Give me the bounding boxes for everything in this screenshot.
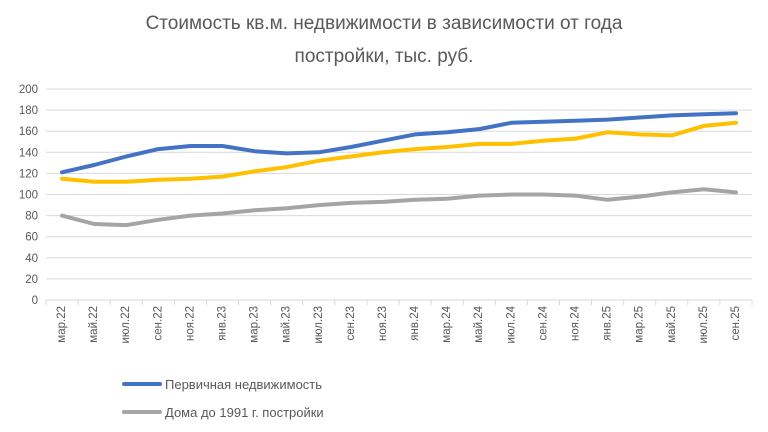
series-line-1 <box>60 120 738 184</box>
y-axis-tick-label: 200 <box>19 84 38 96</box>
x-axis-tick-label: июл.22 <box>120 306 132 344</box>
y-axis-tick-label: 120 <box>19 168 38 180</box>
chart-title-line2: постройки, тыс. руб. <box>294 46 474 67</box>
legend-item: Дома до 1991 г. постройки <box>122 398 324 426</box>
y-axis-tick-label: 0 <box>32 295 38 307</box>
x-axis-tick-label: июл.25 <box>698 306 710 344</box>
chart-title: Стоимость кв.м. недвижимости в зависимос… <box>0 7 768 73</box>
y-axis-tick-label: 80 <box>25 211 38 223</box>
x-axis-tick-label: янв.23 <box>217 306 229 341</box>
y-axis-tick-label: 140 <box>19 147 38 159</box>
legend: Первичная недвижимость Дома до 1991 г. п… <box>122 370 324 426</box>
x-axis-tick-label: сен.22 <box>152 306 164 340</box>
y-axis-tick-label: 60 <box>25 232 38 244</box>
legend-item-label: Дома до 1991 г. постройки <box>165 404 324 420</box>
legend-item-label: Первичная недвижимость <box>165 376 323 392</box>
x-axis-tick-label: мар.23 <box>249 306 261 343</box>
x-axis-tick-label: июл.24 <box>505 305 517 343</box>
series-line-0 <box>60 111 738 175</box>
x-axis-tick-label: май.22 <box>88 306 100 343</box>
legend-line-swatch <box>122 382 162 386</box>
y-axis-tick-label: 100 <box>19 190 38 202</box>
x-axis-tick-label: май.24 <box>473 305 485 342</box>
y-axis-tick-label: 180 <box>19 105 38 117</box>
y-axis-tick-label: 40 <box>25 253 38 265</box>
x-axis-tick-label: янв.24 <box>409 305 421 340</box>
legend-item: Первичная недвижимость <box>122 370 324 398</box>
x-axis-tick-label: июл.23 <box>313 306 325 344</box>
chart-title-line1: Стоимость кв.м. недвижимости в зависимос… <box>145 13 623 34</box>
x-axis-tick-label: ноя.24 <box>570 305 582 341</box>
x-axis-tick-label: ноя.23 <box>377 306 389 341</box>
series-line-2 <box>60 187 738 228</box>
x-axis-tick-label: май.25 <box>666 306 678 343</box>
legend-line-swatch <box>122 410 162 414</box>
x-axis-tick-label: май.23 <box>281 306 293 343</box>
x-axis-tick-label: мар.24 <box>441 305 453 342</box>
x-axis-tick-label: сен.23 <box>345 306 357 340</box>
x-axis-tick-label: сен.24 <box>537 305 549 340</box>
x-axis-tick-label: ноя.22 <box>184 306 196 341</box>
x-axis-tick-label: мар.22 <box>56 306 68 343</box>
y-axis-tick-label: 160 <box>19 126 38 138</box>
x-axis-tick-label: сен.25 <box>730 306 742 340</box>
x-axis-tick-label: мар.25 <box>634 306 646 343</box>
x-axis-tick-label: янв.25 <box>602 306 614 341</box>
y-axis-tick-label: 20 <box>25 274 38 286</box>
